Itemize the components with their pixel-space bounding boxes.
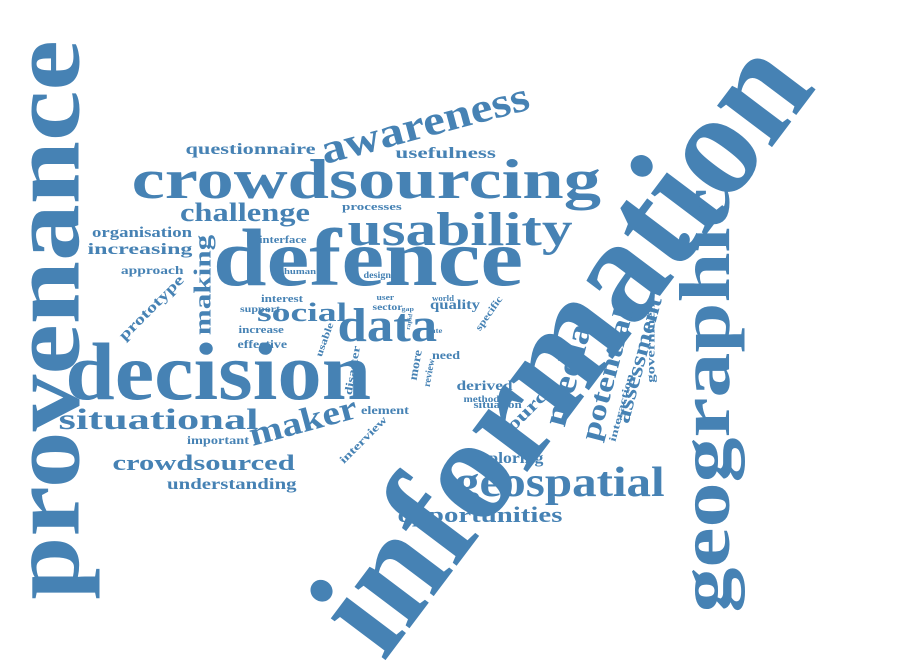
word-more: more [405, 348, 425, 382]
word-increasing: increasing [87, 241, 193, 258]
word-interface: interface [259, 233, 307, 246]
word-human: human [284, 267, 317, 276]
word-organisation: organisation [91, 224, 193, 241]
word-element: element [361, 403, 409, 417]
word-situation: situation [472, 400, 522, 411]
word-need: need [431, 348, 461, 362]
word-understanding: understanding [167, 476, 297, 493]
word-geographic: geographic [664, 187, 745, 613]
word-questionnaire: questionnaire [184, 141, 316, 158]
word-sector: sector [372, 301, 402, 312]
word-challenge: challenge [180, 198, 310, 227]
word-defence: defence [213, 212, 524, 303]
word-usefulness: usefulness [394, 145, 496, 162]
word-support: support [240, 303, 281, 314]
word-design: design [363, 269, 391, 280]
word-method: method [463, 393, 499, 404]
word-interest: interest [260, 294, 304, 305]
word-crowdsourcing: crowdsourcing [131, 149, 601, 211]
word-date: date [426, 326, 442, 335]
word-opportunities: opportunities [397, 502, 563, 527]
word-effective: effective [237, 337, 287, 351]
word-important: important [187, 433, 249, 447]
word-derived: derived [455, 379, 513, 394]
word-user: user [376, 293, 394, 302]
word-usability: usability [347, 203, 573, 256]
word-provenance: provenance [0, 40, 100, 600]
word-social: social [256, 298, 348, 327]
word-crowdsourced: crowdsourced [111, 450, 295, 475]
word-decision: decision [65, 326, 372, 417]
word-government: government [643, 297, 658, 383]
word-exploring: exploring [470, 450, 543, 467]
word-data: data [337, 299, 437, 352]
word-world: world [432, 294, 454, 303]
word-quality: quality [430, 298, 481, 313]
word-situational: situational [58, 403, 259, 436]
word-increase: increase [238, 323, 284, 336]
word-geospatial: geospatial [454, 460, 665, 506]
word-processes: processes [342, 200, 402, 213]
word-making: making [190, 234, 217, 336]
word-approach: approach [120, 263, 184, 277]
word-gap: gap [400, 307, 414, 313]
